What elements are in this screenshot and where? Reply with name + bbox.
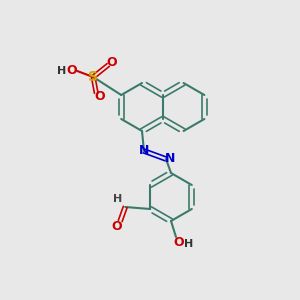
Text: O: O (94, 89, 104, 103)
Text: N: N (165, 152, 175, 166)
Text: N: N (139, 145, 149, 158)
Text: O: O (66, 64, 76, 77)
Text: O: O (106, 56, 116, 68)
Text: H: H (184, 239, 194, 249)
Text: H: H (57, 66, 66, 76)
Text: O: O (174, 236, 184, 250)
Text: S: S (88, 70, 98, 84)
Text: H: H (112, 194, 122, 204)
Text: O: O (111, 220, 122, 233)
